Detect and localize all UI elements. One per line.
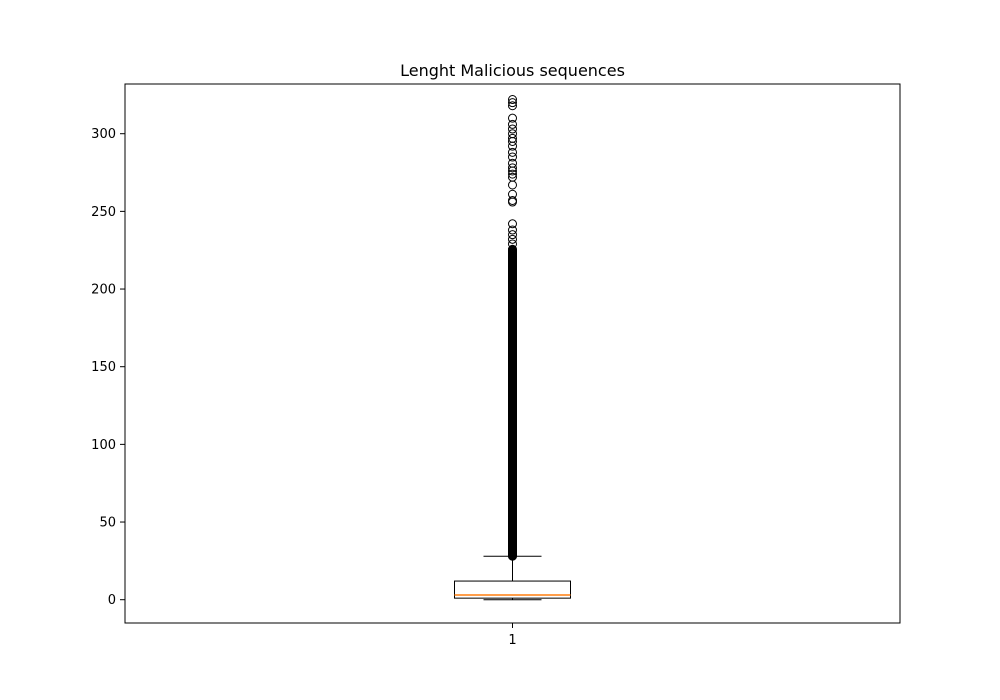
outlier-point: [508, 133, 517, 143]
outlier-point: [508, 225, 517, 235]
outlier-point: [508, 147, 517, 157]
y-tick-label: 300: [91, 127, 116, 142]
y-tick-label: 50: [99, 516, 116, 531]
outlier-point: [508, 169, 517, 179]
outlier-point: [508, 172, 517, 182]
outlier-point: [508, 95, 517, 105]
outlier-point: [508, 119, 517, 129]
outlier-point: [508, 98, 517, 108]
outlier-point: [508, 152, 517, 162]
outlier-point: [508, 189, 517, 199]
chart-title: Lenght Malicious sequences: [400, 61, 625, 80]
outlier-point: [508, 239, 517, 249]
outlier-point: [508, 129, 517, 139]
y-tick-label: 250: [91, 205, 116, 220]
x-tick-label: 1: [508, 633, 516, 648]
y-tick-label: 150: [91, 360, 116, 375]
outlier-point: [508, 124, 517, 134]
y-tick-label: 200: [91, 283, 116, 298]
box-iqr: [454, 580, 571, 599]
outlier-point: [508, 230, 517, 240]
y-tick-label: 100: [91, 438, 116, 453]
axes-frame: [124, 83, 901, 624]
outlier-point: [508, 101, 517, 111]
outlier-point: [508, 234, 517, 244]
outlier-point: [508, 163, 517, 173]
outlier-point: [508, 158, 517, 168]
outlier-point: [508, 244, 517, 254]
outlier-point: [508, 195, 517, 205]
plot-area: 0 50 100 150 200 250 300 1: [91, 95, 571, 648]
outlier-point: [508, 113, 517, 123]
y-tick-label: 0: [108, 593, 116, 608]
outlier-point: [508, 219, 517, 229]
